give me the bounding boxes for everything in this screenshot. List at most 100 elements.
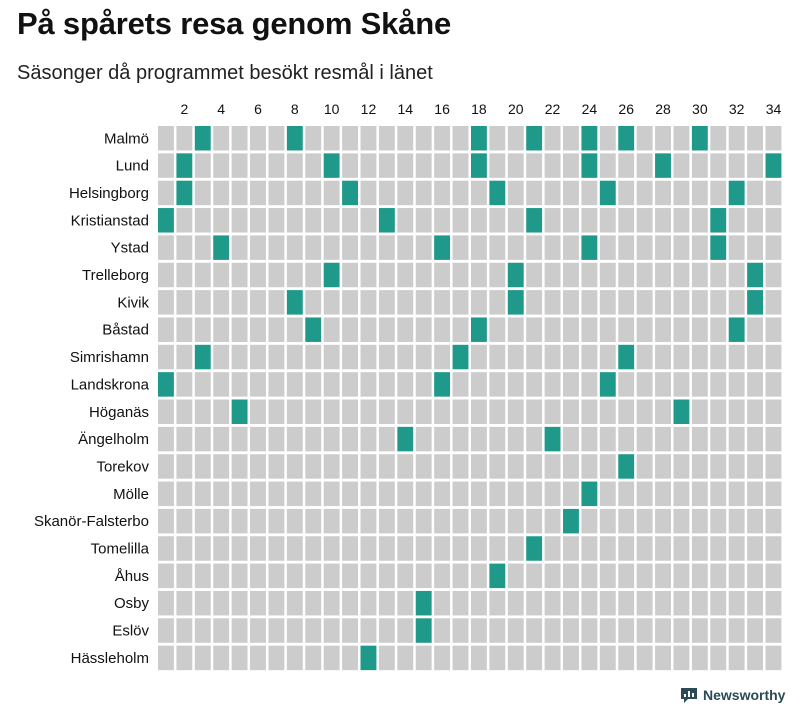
heatmap-cell — [563, 235, 579, 260]
heatmap-cell — [434, 180, 451, 206]
heatmap-cell — [728, 290, 745, 315]
heatmap-cell-visited — [691, 126, 708, 151]
heatmap-cell — [563, 454, 579, 479]
heatmap-cell — [231, 344, 248, 370]
heatmap-cell — [765, 426, 782, 452]
heatmap-cell — [581, 426, 598, 452]
heatmap-cell — [563, 126, 579, 151]
heatmap-cell — [581, 645, 598, 671]
heatmap-cell — [489, 208, 506, 233]
heatmap-cell — [378, 536, 395, 561]
heatmap-cell — [360, 399, 377, 424]
heatmap-cell — [194, 180, 211, 206]
heatmap-cell — [378, 344, 395, 370]
heatmap-cell — [452, 290, 469, 315]
heatmap-cell — [673, 317, 690, 342]
heatmap-cell — [452, 563, 469, 589]
heatmap-cell — [526, 180, 543, 206]
heatmap-cell — [655, 508, 671, 534]
heatmap-cell — [176, 454, 193, 479]
brand-logo: Newsworthy — [680, 686, 785, 704]
heatmap-cell — [397, 618, 414, 643]
heatmap-cell — [378, 590, 395, 616]
heatmap-cell — [544, 536, 561, 561]
heatmap-cell — [231, 372, 248, 397]
heatmap-cell — [636, 399, 653, 424]
heatmap-cell — [673, 180, 690, 206]
heatmap-cell-visited — [710, 208, 727, 233]
heatmap-cell — [268, 290, 285, 315]
heatmap-cell — [747, 153, 764, 178]
heatmap-cell-visited — [526, 126, 543, 151]
heatmap-cell — [323, 235, 340, 260]
heatmap-cell — [158, 180, 174, 206]
row-label: Kristianstad — [71, 212, 149, 229]
heatmap-cell — [323, 344, 340, 370]
heatmap-cell — [231, 454, 248, 479]
heatmap-cell — [710, 126, 727, 151]
heatmap-cell — [544, 208, 561, 233]
heatmap-cell — [618, 536, 635, 561]
heatmap-cell — [452, 645, 469, 671]
heatmap-cell — [489, 618, 506, 643]
heatmap-cell — [378, 645, 395, 671]
heatmap-cell — [194, 372, 211, 397]
row-label: Mölle — [113, 486, 149, 503]
heatmap-cell — [452, 153, 469, 178]
heatmap-cell — [747, 317, 764, 342]
heatmap-cell — [397, 180, 414, 206]
heatmap-cell — [250, 317, 266, 342]
heatmap-cell — [728, 536, 745, 561]
heatmap-cell — [452, 208, 469, 233]
heatmap-cell-visited — [507, 262, 524, 288]
row-label: Tomelilla — [91, 541, 150, 558]
heatmap-cell — [176, 126, 193, 151]
heatmap-cell — [765, 126, 782, 151]
x-tick-label: 10 — [324, 101, 340, 117]
heatmap-cell — [655, 126, 671, 151]
heatmap-cell — [158, 399, 174, 424]
heatmap-cell — [286, 235, 303, 260]
heatmap-cell — [470, 344, 487, 370]
heatmap-cell — [636, 372, 653, 397]
heatmap-cell — [323, 399, 340, 424]
heatmap-cell — [158, 153, 174, 178]
heatmap-cell — [231, 563, 248, 589]
heatmap-cell — [176, 344, 193, 370]
heatmap-cell — [286, 153, 303, 178]
heatmap-cell — [470, 399, 487, 424]
heatmap-cell — [599, 563, 616, 589]
heatmap-cell — [563, 536, 579, 561]
heatmap-cell — [268, 563, 285, 589]
heatmap-cell — [526, 344, 543, 370]
heatmap-cell — [581, 590, 598, 616]
heatmap-cell — [618, 208, 635, 233]
heatmap-cell-visited — [176, 153, 193, 178]
heatmap-cell — [342, 508, 358, 534]
heatmap-cell-visited — [599, 372, 616, 397]
heatmap-cell — [526, 454, 543, 479]
heatmap-cell — [194, 563, 211, 589]
heatmap-cell — [378, 372, 395, 397]
heatmap-cell — [286, 208, 303, 233]
heatmap-cell — [305, 481, 322, 507]
heatmap-cell — [213, 508, 230, 534]
heatmap-cell — [342, 618, 358, 643]
heatmap-cell — [176, 372, 193, 397]
heatmap-cell-visited — [434, 235, 451, 260]
heatmap-cell — [747, 618, 764, 643]
heatmap-cell — [599, 126, 616, 151]
heatmap-cell — [599, 153, 616, 178]
heatmap-cell — [194, 262, 211, 288]
heatmap-cell — [231, 126, 248, 151]
heatmap-cell — [489, 317, 506, 342]
heatmap-cell — [360, 481, 377, 507]
heatmap-cell — [158, 508, 174, 534]
heatmap-cell — [305, 563, 322, 589]
heatmap-cell — [452, 317, 469, 342]
heatmap-cell — [268, 536, 285, 561]
heatmap-cell — [213, 645, 230, 671]
heatmap-cell — [213, 536, 230, 561]
heatmap-cell — [507, 235, 524, 260]
heatmap-cell — [268, 426, 285, 452]
